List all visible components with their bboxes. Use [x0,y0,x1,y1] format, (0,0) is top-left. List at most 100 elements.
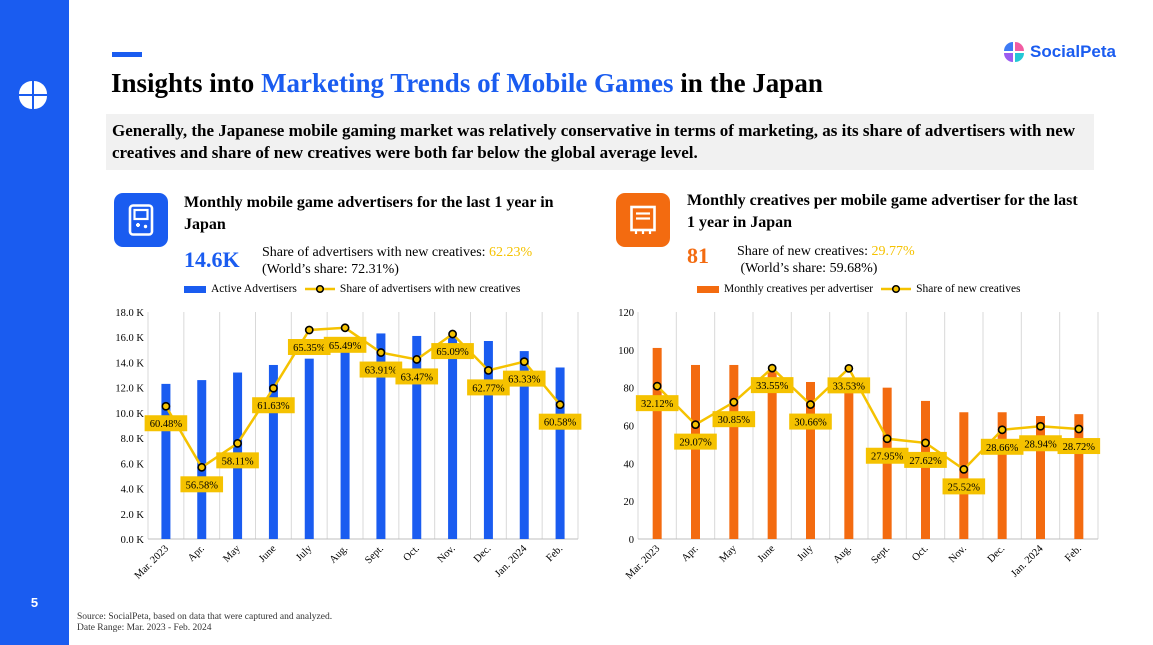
right-data-label: 32.12% [641,399,674,410]
left-bar [268,364,278,539]
left-panel-title: Monthly mobile game advertisers for the … [184,194,554,233]
left-y-tick: 12.0 K [115,384,144,395]
left-bar [448,337,458,539]
right-data-label-bg [635,395,679,412]
creative-image-icon [630,205,656,234]
right-share-point [997,425,1007,435]
left-bar [161,383,171,539]
right-data-label: 28.72% [1063,442,1096,453]
left-bar [412,335,422,539]
left-data-label: 63.47% [401,372,434,383]
left-bar [376,333,386,539]
right-legend-bar-item: Monthly creatives per advertiser [697,283,873,295]
right-x-tick: Mar. 2023 [624,543,662,581]
right-data-label: 27.62% [909,456,942,467]
left-x-tick: July [294,543,315,564]
right-x-tick: June [756,543,778,565]
right-data-label: 28.94% [1024,439,1057,450]
app-logo-icon [19,81,47,109]
left-data-label: 63.33% [508,375,541,386]
right-bar [767,370,777,539]
left-x-tick: June [257,543,279,565]
left-data-label: 65.35% [293,343,326,354]
page-number: 5 [30,595,39,610]
right-bar [1074,414,1084,539]
left-data-label-bg [502,370,546,387]
right-x-tick: Apr. [680,543,701,564]
left-x-tick: Apr. [186,543,207,564]
right-share-point [767,363,777,373]
left-bar [197,380,207,539]
left-share-text: Share of advertisers with new creatives:… [262,244,532,278]
left-data-label-bg [287,339,331,356]
left-share-point [233,438,242,448]
left-x-tick: Sept. [363,543,386,566]
left-share-point [304,325,314,335]
left-x-tick: Mar. 2023 [133,543,171,581]
left-data-label: 65.09% [436,347,469,358]
left-y-tick: 0.0 K [121,535,145,546]
right-bar [921,400,930,539]
right-legend-line-label: Share of new creatives [916,283,1021,295]
left-x-tick: Jan. 2024 [493,543,530,580]
right-big-number: 81 [687,243,709,268]
right-data-label: 25.52% [948,482,981,493]
left-x-tick: Oct. [402,543,422,563]
left-data-label: 60.48% [150,419,183,430]
right-bar [729,364,739,539]
sidebar: 5 [0,0,69,645]
right-panel-title: Monthly creatives per mobile game advert… [687,192,1078,231]
left-share-point [197,462,207,472]
left-panel-icon-box [114,193,168,247]
right-share-point [921,438,930,448]
right-x-tick: Feb. [1063,543,1084,564]
left-bar [519,351,529,539]
right-share-point [652,381,662,391]
left-share-point [161,401,171,411]
left-data-label-bg [144,415,188,432]
left-share-point [412,355,422,364]
right-y-tick: 40 [624,459,635,470]
right-data-label: 30.66% [794,418,827,429]
right-legend-line-item: Share of new creatives [881,283,1021,295]
left-share-point [555,400,565,410]
right-data-label-bg [942,478,986,495]
right-data-label-bg [1019,435,1062,452]
right-world-share: (World’s share: 59.68%) [740,261,878,276]
right-data-label-bg [750,377,794,394]
right-x-tick: Aug. [832,543,854,565]
right-data-label: 33.53% [833,381,866,392]
right-bar [691,364,700,539]
left-data-label: 56.58% [186,480,219,491]
source-text: Source: SocialPeta, based on data that w… [77,612,333,622]
right-data-label: 28.66% [986,443,1019,454]
right-legend-bar-label: Monthly creatives per advertiser [724,283,874,295]
right-data-label-bg [674,433,717,450]
right-x-tick: Dec. [986,543,1008,565]
left-y-tick: 10.0 K [115,409,144,420]
right-bar [959,412,969,539]
left-data-label: 63.91% [365,366,398,377]
right-y-tick: 60 [624,422,635,433]
left-data-label-bg [216,452,259,469]
title-accent-bar [112,52,142,57]
right-data-label-bg [980,438,1024,455]
left-y-tick: 4.0 K [121,485,145,496]
right-x-tick: Nov. [947,543,969,565]
right-y-tick: 0 [629,535,634,546]
right-panel-icon-box [616,193,670,247]
left-data-label-bg [395,368,439,385]
left-big-number: 14.6K [184,247,240,272]
right-bar [844,380,854,539]
left-share-point [376,348,386,357]
right-x-tick: July [795,543,816,564]
left-y-tick: 18.0 K [115,308,144,319]
left-x-tick: Aug. [328,543,350,565]
left-bar [340,337,350,539]
right-bar [1036,416,1045,539]
left-y-tick: 8.0 K [121,434,145,445]
left-x-tick: Nov. [436,543,458,565]
left-legend-line-label: Share of advertisers with new creatives [339,283,521,295]
left-data-label: 61.63% [257,401,290,412]
left-data-label-bg [323,336,367,353]
